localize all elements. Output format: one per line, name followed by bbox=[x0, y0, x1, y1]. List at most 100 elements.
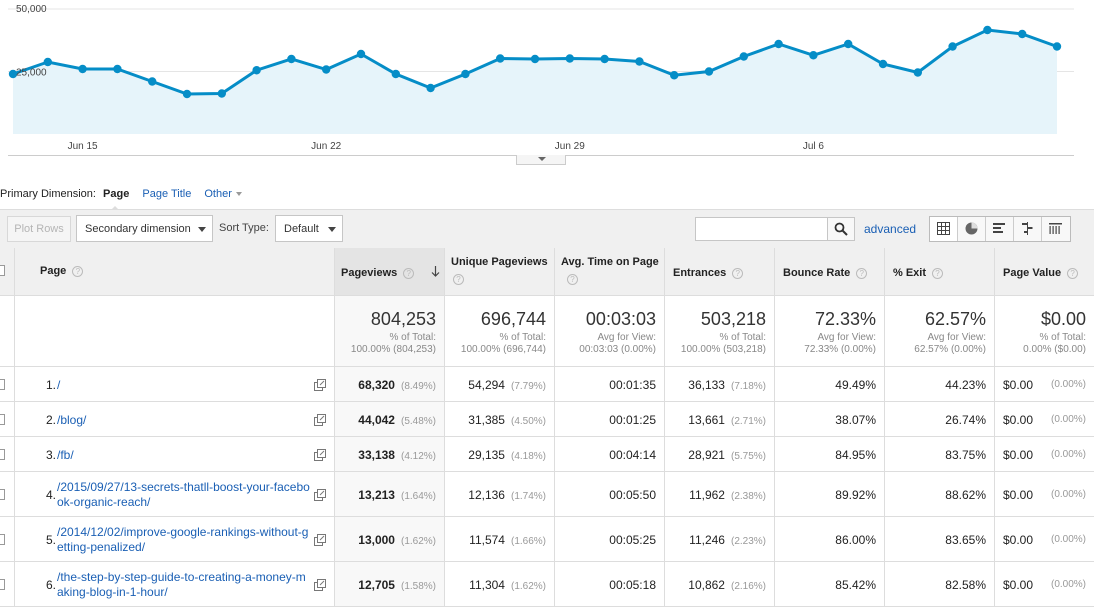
chart-data-point[interactable] bbox=[704, 67, 714, 76]
header-page[interactable]: Page? bbox=[15, 248, 335, 295]
plot-rows-button[interactable]: Plot Rows bbox=[7, 216, 71, 242]
help-icon[interactable]: ? bbox=[453, 274, 464, 285]
page-path-link[interactable]: /fb/ bbox=[57, 448, 74, 462]
search-button[interactable] bbox=[827, 217, 855, 241]
chart-data-point[interactable] bbox=[356, 49, 366, 59]
chart-data-point[interactable] bbox=[461, 69, 470, 79]
table-header-row: Page? Pageviews? Unique Pageviews ? Avg.… bbox=[0, 248, 1094, 296]
entrances-percent: (5.75%) bbox=[730, 451, 766, 462]
view-comparison[interactable] bbox=[1014, 217, 1042, 241]
open-external-icon[interactable] bbox=[314, 534, 326, 546]
exit-value: 26.74% bbox=[945, 413, 986, 427]
exit-cell: 88.62% bbox=[885, 472, 995, 516]
chart-data-point[interactable] bbox=[913, 68, 922, 77]
sort-type-dropdown[interactable]: Default bbox=[275, 215, 343, 242]
totals-bounce-caption: Avg for View: bbox=[817, 332, 876, 343]
header-exit[interactable]: % Exit? bbox=[885, 248, 995, 295]
chart-data-point[interactable] bbox=[670, 71, 679, 80]
page-value-percent: (0.00%) bbox=[1050, 534, 1086, 545]
row-checkbox[interactable] bbox=[0, 489, 5, 500]
pie-chart-icon bbox=[965, 222, 978, 235]
dimension-other-dropdown[interactable]: Other bbox=[204, 188, 242, 200]
page-path-link[interactable]: /blog/ bbox=[57, 413, 87, 427]
chart-data-point[interactable] bbox=[809, 51, 818, 60]
open-external-icon[interactable] bbox=[314, 379, 326, 391]
chart-data-point[interactable] bbox=[1018, 29, 1027, 39]
header-pageviews[interactable]: Pageviews? bbox=[335, 248, 445, 295]
dimension-page[interactable]: Page bbox=[103, 188, 130, 200]
header-entrances[interactable]: Entrances? bbox=[665, 248, 775, 295]
row-checkbox[interactable] bbox=[0, 579, 5, 590]
chart-data-point[interactable] bbox=[983, 25, 992, 35]
advanced-filter-link[interactable]: advanced bbox=[864, 222, 917, 236]
chart-data-point[interactable] bbox=[113, 64, 122, 74]
row-checkbox[interactable] bbox=[0, 534, 5, 545]
help-icon[interactable]: ? bbox=[856, 267, 868, 279]
header-avg-time[interactable]: Avg. Time on Page ? bbox=[555, 248, 665, 295]
chart-data-point[interactable] bbox=[217, 89, 226, 98]
help-icon[interactable]: ? bbox=[1067, 267, 1079, 279]
view-percentage[interactable] bbox=[958, 217, 986, 241]
chart-data-point[interactable] bbox=[530, 54, 540, 64]
open-external-icon[interactable] bbox=[314, 579, 326, 591]
page-path-link[interactable]: /2015/09/27/13-secrets-thatll-boost-your… bbox=[57, 480, 310, 509]
unique-percent: (4.18%) bbox=[510, 451, 546, 462]
chart-data-point[interactable] bbox=[600, 54, 609, 64]
avg_time-cell: 00:04:14 bbox=[555, 437, 665, 471]
help-icon[interactable]: ? bbox=[403, 267, 415, 279]
row-checkbox[interactable] bbox=[0, 414, 5, 425]
exit-value: 82.58% bbox=[945, 578, 986, 592]
chart-data-point[interactable] bbox=[1052, 42, 1062, 51]
table-search-input[interactable] bbox=[695, 217, 828, 241]
pageviews-cell: 68,320 (8.49%) bbox=[335, 367, 445, 401]
view-data-table[interactable] bbox=[930, 217, 958, 241]
avg_time-value: 00:04:14 bbox=[609, 448, 656, 462]
y-tick-label: 50,000 bbox=[16, 4, 47, 15]
help-icon[interactable]: ? bbox=[567, 274, 578, 285]
chart-data-point[interactable] bbox=[322, 65, 331, 74]
chart-data-point[interactable] bbox=[426, 83, 435, 93]
page-path-link[interactable]: /2014/12/02/improve-google-rankings-with… bbox=[57, 525, 309, 554]
chart-data-point[interactable] bbox=[948, 42, 957, 51]
chart-data-point[interactable] bbox=[43, 57, 52, 67]
chart-data-point[interactable] bbox=[78, 64, 87, 74]
header-page-value[interactable]: Page Value? bbox=[995, 248, 1094, 295]
page-path-link[interactable]: / bbox=[57, 378, 61, 392]
header-bounce-rate[interactable]: Bounce Rate? bbox=[775, 248, 885, 295]
totals-avg-time-caption: Avg for View: bbox=[597, 332, 656, 343]
select-all-checkbox[interactable] bbox=[0, 265, 5, 276]
dimension-page-title[interactable]: Page Title bbox=[142, 188, 192, 200]
open-external-icon[interactable] bbox=[314, 449, 326, 461]
chart-data-point[interactable] bbox=[635, 57, 644, 66]
open-external-icon[interactable] bbox=[314, 489, 326, 501]
secondary-dimension-dropdown[interactable]: Secondary dimension bbox=[76, 215, 213, 242]
chart-data-point[interactable] bbox=[252, 66, 261, 75]
row-checkbox[interactable] bbox=[0, 379, 5, 390]
chart-data-point[interactable] bbox=[565, 54, 574, 63]
chart-data-point[interactable] bbox=[774, 39, 783, 49]
table-row: 5./2014/12/02/improve-google-rankings-wi… bbox=[0, 517, 1094, 562]
sort-descending-arrow-icon[interactable] bbox=[431, 266, 440, 277]
header-unique-pageviews[interactable]: Unique Pageviews ? bbox=[445, 248, 555, 295]
help-icon[interactable]: ? bbox=[732, 267, 744, 279]
chart-data-point[interactable] bbox=[8, 69, 18, 79]
chart-data-point[interactable] bbox=[496, 54, 505, 63]
open-external-icon[interactable] bbox=[314, 414, 326, 426]
page-path-link[interactable]: /the-step-by-step-guide-to-creating-a-mo… bbox=[57, 570, 306, 599]
chart-data-point[interactable] bbox=[844, 39, 853, 49]
row-checkbox[interactable] bbox=[0, 449, 5, 460]
chart-collapse-handle[interactable] bbox=[516, 155, 566, 165]
help-icon[interactable]: ? bbox=[72, 265, 84, 277]
chart-data-point[interactable] bbox=[148, 77, 157, 86]
help-icon[interactable]: ? bbox=[932, 267, 944, 279]
chart-data-point[interactable] bbox=[739, 52, 748, 61]
chart-data-point[interactable] bbox=[287, 54, 296, 64]
view-performance[interactable] bbox=[986, 217, 1014, 241]
page-value-percent: (0.00%) bbox=[1050, 579, 1086, 590]
chart-data-point[interactable] bbox=[182, 89, 192, 99]
chart-data-point[interactable] bbox=[391, 69, 400, 79]
totals-entrances: 503,218 % of Total: 100.00% (503,218) bbox=[665, 296, 775, 366]
view-term-cloud[interactable] bbox=[1042, 217, 1070, 241]
chart-data-point[interactable] bbox=[878, 59, 888, 69]
avg_time-value: 00:01:35 bbox=[609, 378, 656, 392]
